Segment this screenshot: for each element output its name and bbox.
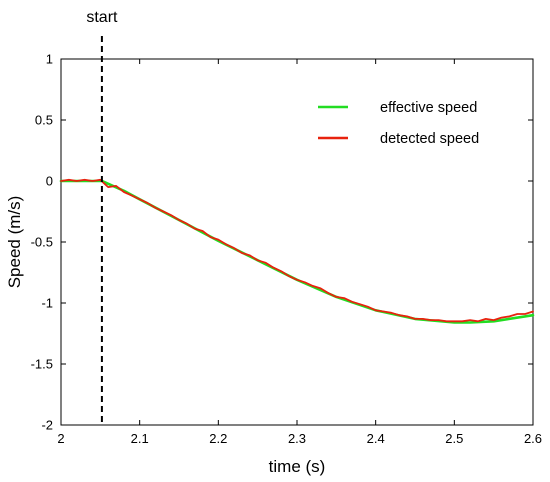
plot-area [60,58,534,426]
x-tick-label: 2.5 [445,431,463,446]
y-tick-label: 0.5 [35,113,53,128]
y-tick-labels: 1 0.5 0 -0.5 -1 -1.5 -2 [31,52,53,433]
y-tick-label: -1 [41,296,53,311]
x-tick-label: 2.3 [288,431,306,446]
y-axis-title: Speed (m/s) [5,196,24,289]
legend-label-detected-speed: detected speed [380,131,479,147]
y-tick-label: 1 [46,52,53,67]
x-axis-title: time (s) [269,457,326,476]
x-tick-label: 2.2 [209,431,227,446]
y-tick-label: 0 [46,174,53,189]
y-tick-label: -2 [41,418,53,433]
legend: effective speed detected speed [318,100,479,147]
x-tick-label: 2.6 [524,431,542,446]
start-annotation: start [86,9,118,26]
x-tick-label: 2.4 [367,431,385,446]
series-lines [59,178,535,324]
y-tick-label: -1.5 [31,357,53,372]
legend-label-effective-speed: effective speed [380,100,477,116]
series-line-detected-speed [60,178,534,323]
x-tick-label: 2 [57,431,64,446]
x-tick-label: 2.1 [131,431,149,446]
y-tick-label: -0.5 [31,235,53,250]
x-tick-labels: 2 2.1 2.2 2.3 2.4 2.5 2.6 [57,431,542,446]
